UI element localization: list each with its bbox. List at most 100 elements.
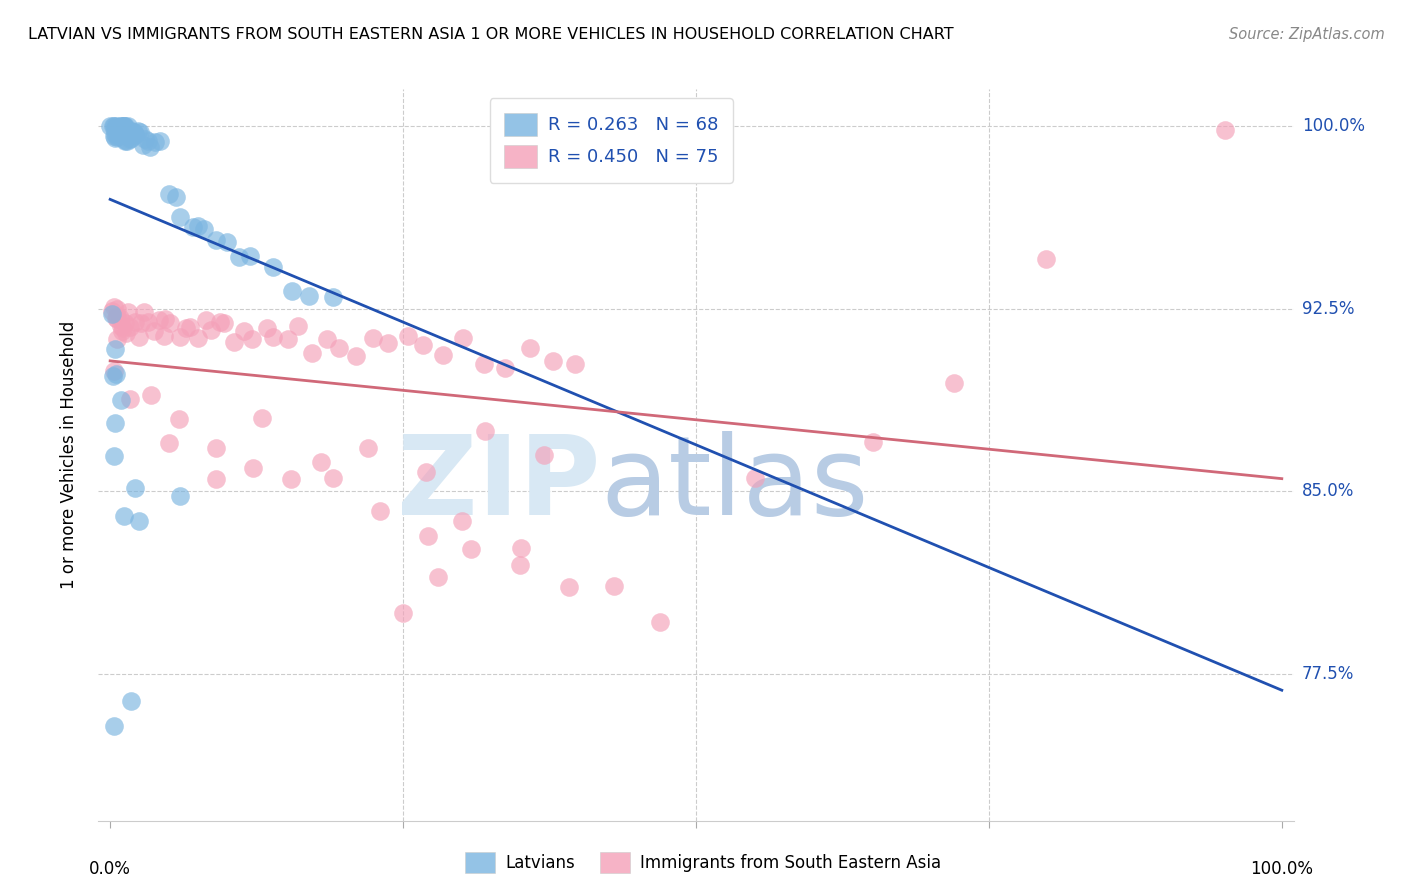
Point	[134, 132, 156, 146]
Point	[315, 332, 337, 346]
Point	[136, 134, 159, 148]
Point	[115, 124, 138, 138]
Text: atlas: atlas	[600, 431, 869, 538]
Point	[124, 315, 146, 329]
Legend: Latvians, Immigrants from South Eastern Asia: Latvians, Immigrants from South Eastern …	[458, 846, 948, 880]
Point	[121, 124, 143, 138]
Point	[396, 329, 419, 343]
Text: 92.5%: 92.5%	[1302, 300, 1354, 318]
Point	[474, 357, 496, 371]
Point	[212, 316, 235, 330]
Point	[153, 329, 176, 343]
Point	[242, 332, 264, 346]
Point	[117, 304, 139, 318]
Point	[510, 541, 533, 555]
Point	[132, 304, 155, 318]
Point	[101, 119, 124, 133]
Point	[194, 313, 217, 327]
Point	[159, 316, 181, 330]
Point	[110, 120, 132, 134]
Point	[193, 221, 215, 235]
Point	[232, 324, 254, 338]
Point	[112, 508, 135, 523]
Point	[262, 260, 284, 274]
Point	[427, 570, 450, 584]
Point	[120, 319, 142, 334]
Point	[108, 121, 131, 136]
Point	[208, 314, 231, 328]
Legend: R = 0.263   N = 68, R = 0.450   N = 75: R = 0.263 N = 68, R = 0.450 N = 75	[489, 98, 733, 183]
Point	[543, 354, 565, 368]
Point	[114, 133, 136, 147]
Point	[256, 321, 278, 335]
Text: LATVIAN VS IMMIGRANTS FROM SOUTH EASTERN ASIA 1 OR MORE VEHICLES IN HOUSEHOLD CO: LATVIAN VS IMMIGRANTS FROM SOUTH EASTERN…	[28, 27, 953, 42]
Point	[120, 130, 142, 145]
Point	[862, 434, 884, 449]
Point	[322, 290, 344, 304]
Point	[115, 124, 138, 138]
Point	[153, 311, 176, 326]
Point	[111, 124, 134, 138]
Point	[105, 310, 128, 324]
Point	[558, 580, 581, 594]
Point	[143, 135, 166, 149]
Point	[111, 324, 134, 338]
Point	[120, 694, 142, 708]
Point	[224, 335, 246, 350]
Point	[252, 411, 274, 425]
Point	[281, 284, 304, 298]
Point	[148, 313, 170, 327]
Point	[124, 128, 146, 142]
Point	[169, 330, 191, 344]
Point	[105, 119, 128, 133]
Point	[377, 336, 399, 351]
Point	[107, 128, 129, 143]
Point	[115, 134, 138, 148]
Text: 100.0%: 100.0%	[1250, 860, 1313, 878]
Point	[298, 289, 321, 303]
Point	[460, 541, 482, 556]
Text: 85.0%: 85.0%	[1302, 483, 1354, 500]
Point	[169, 489, 191, 503]
Point	[118, 392, 141, 406]
Point	[112, 320, 135, 334]
Point	[157, 187, 180, 202]
Point	[117, 119, 139, 133]
Point	[110, 119, 132, 133]
Point	[187, 219, 209, 233]
Point	[1215, 123, 1237, 137]
Point	[262, 329, 284, 343]
Point	[142, 324, 165, 338]
Text: 0.0%: 0.0%	[89, 860, 131, 878]
Point	[277, 332, 299, 346]
Point	[118, 124, 141, 138]
Point	[108, 120, 131, 134]
Point	[98, 119, 121, 133]
Point	[112, 119, 135, 133]
Point	[101, 307, 124, 321]
Point	[104, 121, 127, 136]
Point	[287, 319, 309, 334]
Point	[165, 190, 187, 204]
Point	[149, 134, 172, 148]
Point	[129, 125, 152, 139]
Text: 77.5%: 77.5%	[1302, 665, 1354, 683]
Point	[174, 320, 197, 334]
Point	[104, 311, 127, 326]
Point	[131, 316, 153, 330]
Point	[169, 210, 191, 224]
Point	[179, 319, 201, 334]
Point	[1035, 252, 1057, 267]
Point	[138, 140, 160, 154]
Point	[494, 361, 516, 376]
Point	[187, 331, 209, 345]
Point	[104, 121, 127, 136]
Point	[432, 348, 454, 362]
Point	[108, 311, 131, 326]
Point	[309, 455, 332, 469]
Point	[564, 357, 586, 371]
Point	[533, 448, 555, 462]
Point	[453, 331, 475, 345]
Point	[603, 579, 626, 593]
Point	[104, 342, 127, 356]
